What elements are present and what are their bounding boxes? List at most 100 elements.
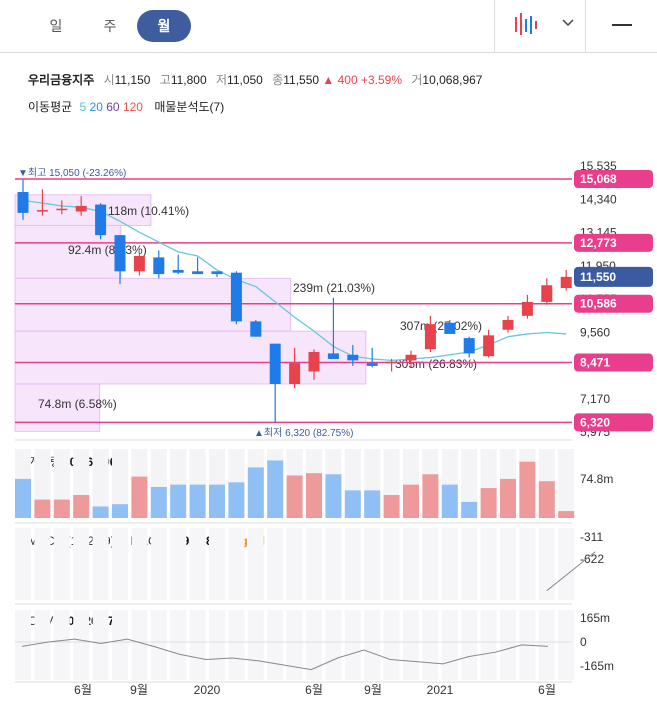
- volume-profile-label: 매물분석도(7): [154, 100, 225, 114]
- candle-body: [502, 320, 514, 330]
- macd-bar-bg: [480, 528, 497, 600]
- ma20-label: 20: [89, 100, 103, 114]
- macd-bar-bg: [209, 528, 225, 600]
- obv-bar-bg: [34, 610, 51, 680]
- obv-bar-bg: [15, 610, 31, 680]
- macd-bar-bg: [73, 528, 90, 600]
- candle-body: [250, 321, 262, 337]
- price-change: ▲ 400: [322, 73, 358, 87]
- obv-bar-bg: [325, 610, 342, 680]
- ma60-label: 60: [106, 100, 120, 114]
- volume-bar: [209, 484, 225, 518]
- macd-bar-bg: [247, 528, 264, 600]
- volume-bar: [441, 484, 458, 518]
- candle-body: [133, 256, 145, 272]
- min-marker-label: ▲최저 6,320 (82.75%): [254, 427, 353, 439]
- price-level-badge-text: 15,068: [580, 172, 617, 186]
- macd-bar-bg: [170, 528, 187, 600]
- obv-bar-bg: [344, 610, 361, 680]
- x-axis-tick: 9월: [130, 683, 148, 697]
- volume-value: 10,068,967: [422, 73, 483, 87]
- volume-bar-bg: [112, 449, 128, 518]
- obv-axis-tick: -165m: [580, 659, 614, 673]
- candlestick-icon: [515, 13, 537, 35]
- tab-month[interactable]: 월: [137, 10, 191, 42]
- volume-bar: [247, 467, 264, 518]
- tab-day[interactable]: 일: [49, 18, 63, 34]
- volume-bar-bg: [92, 449, 109, 518]
- obv-bar-bg: [383, 610, 400, 680]
- obv-bar-bg: [441, 610, 458, 680]
- volume-bar: [306, 473, 322, 518]
- candle-body: [424, 324, 436, 350]
- tab-week[interactable]: 주: [103, 18, 117, 34]
- candle-body: [192, 271, 204, 275]
- volume-bar: [112, 504, 128, 518]
- volume-profile-label: 239m (21.03%): [293, 281, 375, 295]
- obv-axis-tick: 0: [580, 635, 587, 649]
- candle-body: [75, 205, 87, 212]
- price-axis-tick: 7,170: [580, 392, 610, 406]
- macd-bar-bg: [325, 528, 342, 600]
- price-level-badge: [574, 169, 653, 188]
- volume-profile-bar: [14, 330, 367, 385]
- macd-axis-tick: -622: [580, 552, 604, 566]
- macd-bar-bg: [403, 528, 419, 600]
- volume-bar: [267, 460, 284, 518]
- obv-bar-bg: [209, 610, 225, 680]
- macd-bar-bg: [34, 528, 51, 600]
- price-axis-tick: 9,560: [580, 325, 610, 339]
- volume-bar: [170, 484, 187, 518]
- obv-bar-bg: [228, 610, 245, 680]
- obv-bar-bg: [53, 610, 70, 680]
- volume-bar: [15, 478, 31, 518]
- candle-body: [386, 361, 398, 364]
- macd-bar-bg: [267, 528, 284, 600]
- macd-bar-bg: [15, 528, 31, 600]
- macd-bar-bg: [228, 528, 245, 600]
- volume-profile-label: 74.8m (6.58%): [38, 397, 117, 411]
- volume-bar-bg: [461, 449, 478, 518]
- obv-bar-bg: [131, 610, 148, 680]
- price-level-badge-text: 6,320: [580, 415, 610, 429]
- candle-body: [483, 335, 495, 357]
- volume-bar: [150, 486, 167, 518]
- volume-profile-label: 307m (27.02%): [400, 319, 482, 333]
- candle-body: [211, 271, 223, 275]
- volume-bar: [461, 501, 478, 518]
- obv-bar-bg: [480, 610, 497, 680]
- volume-bar: [325, 474, 342, 518]
- ma5-label: 5: [79, 100, 87, 114]
- obv-bar-bg: [247, 610, 264, 680]
- chevron-down-icon: [562, 19, 574, 27]
- current-price-badge: [574, 266, 653, 287]
- macd-bar-bg: [558, 528, 575, 600]
- volume-bar: [34, 499, 51, 518]
- volume-bar: [286, 475, 303, 518]
- price-level-badge: [574, 413, 653, 432]
- macd-bar-bg: [306, 528, 322, 600]
- candle-body: [230, 272, 242, 322]
- macd-bar-bg: [422, 528, 439, 600]
- macd-bar-bg: [131, 528, 148, 600]
- x-axis-tick: 6월: [538, 683, 556, 697]
- chart-type-selector[interactable]: [494, 0, 586, 52]
- volume-bar: [364, 490, 381, 518]
- x-axis-tick: 2021: [427, 683, 454, 697]
- candle-body: [114, 235, 126, 272]
- volume-profile-bar: [14, 383, 101, 432]
- volume-bar-bg: [558, 449, 575, 518]
- price-level-badge: [574, 353, 653, 372]
- macd-bar-bg: [519, 528, 536, 600]
- volume-bar: [73, 495, 90, 518]
- x-axis-tick: 6월: [74, 683, 92, 697]
- volume-bar: [344, 490, 361, 518]
- obv-bar-bg: [364, 610, 381, 680]
- menu-icon[interactable]: [612, 24, 632, 26]
- volume-bar: [53, 499, 70, 518]
- max-marker-label: ▼최고 15,050 (-23.26%): [18, 167, 126, 179]
- moving-average-line: [22, 199, 567, 362]
- volume-profile-label: 118m (10.41%): [108, 204, 189, 218]
- obv-bar-bg: [150, 610, 167, 680]
